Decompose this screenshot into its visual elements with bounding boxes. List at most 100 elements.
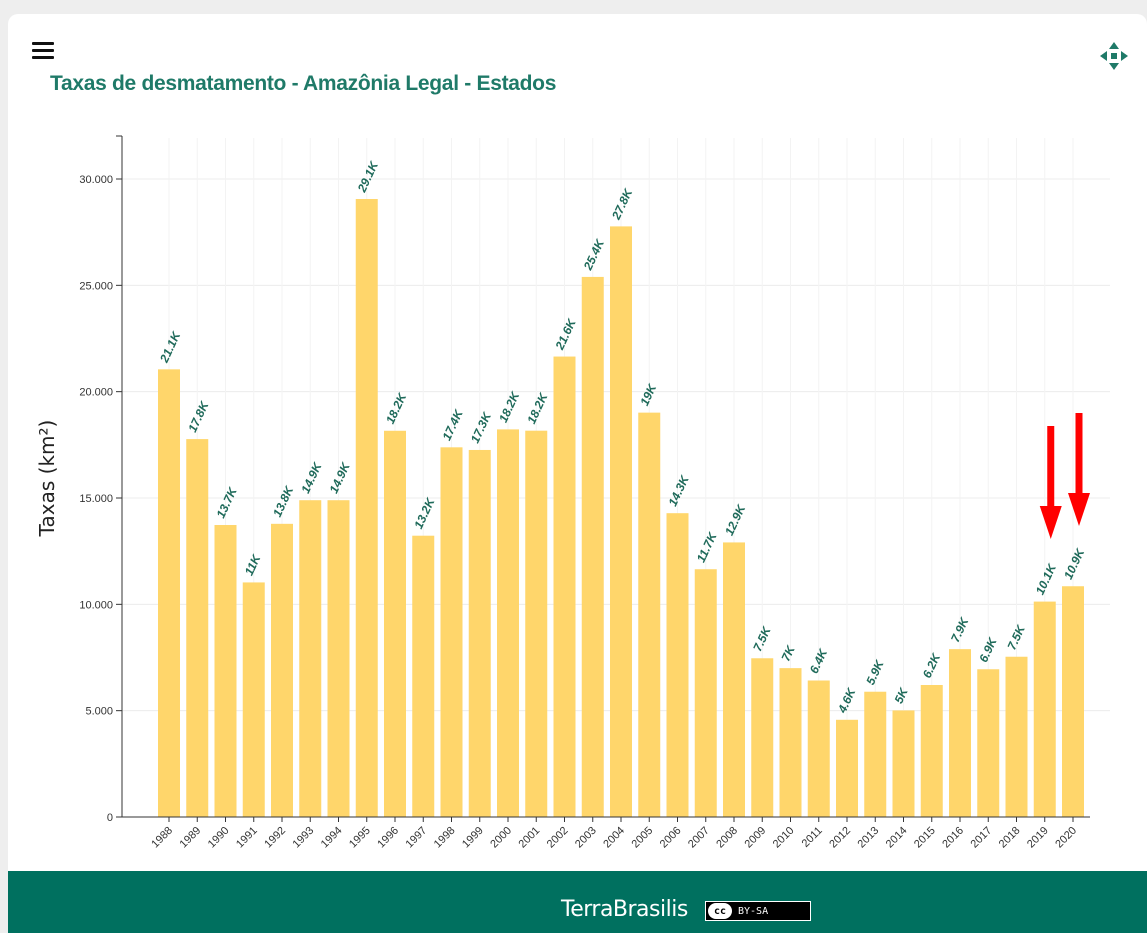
- bar-2016: [949, 649, 971, 817]
- x-tick-label: 2008: [714, 825, 740, 851]
- x-tick-label: 2015: [912, 825, 938, 851]
- bar-2018: [1005, 656, 1028, 817]
- value-label: 27.8K: [609, 186, 636, 223]
- x-tick-label: 1998: [432, 825, 458, 851]
- bar-1995: [355, 199, 378, 817]
- license-badge[interactable]: cc BY-SA: [705, 901, 811, 921]
- x-tick-label: 1993: [291, 825, 317, 851]
- value-label: 17.3K: [468, 409, 495, 445]
- x-tick-label: 1992: [262, 825, 288, 851]
- value-label: 10.9K: [1061, 545, 1088, 581]
- value-label: 21.6K: [552, 316, 579, 353]
- x-tick-label: 2000: [488, 825, 514, 851]
- bar-1990: [214, 525, 237, 817]
- bar-1997: [412, 535, 435, 817]
- value-label: 6.9K: [976, 634, 1000, 664]
- bar-2011: [807, 680, 830, 817]
- x-tick-label: 2017: [969, 825, 995, 851]
- value-label: 18.2K: [496, 389, 523, 425]
- bar-1988: [158, 369, 180, 817]
- value-label: 25.4K: [580, 236, 607, 273]
- value-label: 12.9K: [722, 502, 749, 538]
- x-tick-label: 2002: [545, 825, 571, 851]
- bar-2009: [751, 658, 774, 817]
- x-tick-label: 2009: [743, 825, 769, 851]
- x-tick-label: 1995: [347, 825, 373, 851]
- bar-2015: [920, 684, 943, 817]
- y-tick-label: 10.000: [79, 599, 113, 611]
- x-tick-label: 2011: [800, 825, 825, 850]
- x-tick-label: 1994: [319, 825, 345, 851]
- y-tick-label: 15.000: [79, 493, 113, 505]
- x-tick-label: 2016: [940, 825, 966, 851]
- annotation-arrows: [1039, 413, 1090, 539]
- value-label: 5.9K: [863, 657, 887, 687]
- y-tick-label: 5.000: [85, 706, 113, 718]
- bar-2014: [892, 710, 915, 817]
- license-text: BY-SA: [738, 905, 769, 917]
- x-tick-label: 1996: [375, 825, 401, 851]
- x-tick-label: 2014: [884, 825, 910, 851]
- bars: [158, 199, 1084, 817]
- bar-2002: [553, 356, 576, 817]
- x-tick-label: 2013: [856, 825, 882, 851]
- value-label: 17.8K: [185, 398, 212, 434]
- cc-icon: cc: [708, 903, 732, 919]
- y-tick-label: 25.000: [79, 280, 113, 292]
- y-tick-label: 20.000: [79, 387, 113, 399]
- x-tick-label: 2006: [658, 825, 684, 851]
- red-arrow-shaft: [1075, 413, 1083, 495]
- bar-2006: [666, 513, 689, 817]
- value-label: 7.5K: [1005, 622, 1029, 652]
- bar-1993: [299, 500, 322, 817]
- bar-2007: [694, 569, 717, 817]
- value-label: 6.4K: [807, 646, 831, 676]
- x-tick-label: 2004: [601, 825, 627, 851]
- value-label: 7.9K: [948, 614, 972, 644]
- x-tick-label: 2001: [517, 825, 543, 851]
- value-label: 14.3K: [666, 472, 693, 508]
- x-tick-label: 1990: [206, 825, 232, 851]
- expand-arrows-icon[interactable]: [1098, 40, 1130, 72]
- hamburger-menu-icon[interactable]: [32, 42, 54, 60]
- bar-2017: [977, 669, 1000, 817]
- x-tick-label: 1997: [404, 825, 430, 851]
- x-tick-label: 2003: [573, 825, 599, 851]
- y-axis-label: Taxas (km²): [35, 420, 59, 538]
- bar-1989: [186, 439, 209, 817]
- value-label: 21.1K: [157, 328, 184, 365]
- y-tick-label: 30.000: [79, 174, 113, 186]
- value-label: 18.2K: [383, 390, 410, 426]
- value-label: 13.2K: [411, 495, 438, 531]
- brand-name[interactable]: TerraBrasilis: [561, 897, 688, 922]
- value-label: 13.7K: [214, 484, 241, 520]
- value-label: 10.1K: [1033, 561, 1060, 597]
- bar-2019: [1033, 601, 1056, 817]
- bar-2003: [581, 276, 604, 817]
- x-tick-label: 2019: [1025, 825, 1051, 851]
- value-label: 6.2K: [920, 650, 944, 680]
- x-tick-label: 2012: [827, 825, 853, 851]
- value-label: 17.4K: [440, 406, 467, 442]
- footer-bar: [8, 871, 1147, 933]
- bar-1994: [327, 500, 350, 817]
- value-label: 14.9K: [327, 459, 354, 495]
- bar-2012: [836, 719, 858, 817]
- x-tick-label: 2018: [997, 825, 1023, 851]
- x-tick-label: 1988: [149, 825, 175, 851]
- x-tick-label: 2005: [630, 825, 656, 851]
- bar-2004: [610, 226, 632, 817]
- value-label: 4.6K: [835, 685, 859, 716]
- bar-1996: [384, 430, 406, 817]
- value-label: 14.9K: [298, 459, 325, 495]
- bar-2020: [1062, 586, 1084, 817]
- value-label: 11K: [242, 551, 264, 577]
- y-tick-label: 0: [107, 812, 113, 824]
- red-arrow-head: [1039, 506, 1062, 539]
- red-arrow-shaft: [1047, 426, 1055, 508]
- value-label: 7.5K: [750, 623, 774, 653]
- bar-2005: [638, 412, 661, 817]
- x-tick-label: 1991: [234, 825, 260, 851]
- bar-2008: [723, 542, 745, 817]
- bar-1998: [440, 447, 463, 817]
